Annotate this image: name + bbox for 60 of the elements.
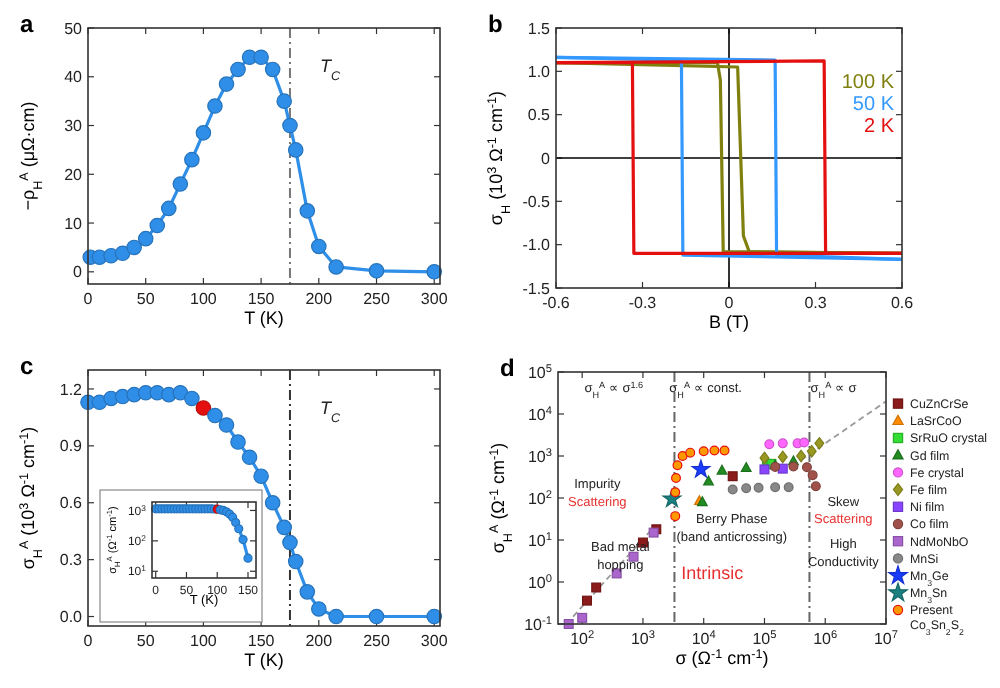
y-tick-label: 10$^{2}$ bbox=[527, 489, 552, 508]
series-label: 2 K bbox=[863, 116, 895, 138]
x-tick-label: 0.6 bbox=[890, 294, 915, 312]
x-tick-label: -0.3 bbox=[628, 294, 658, 312]
ref-line-label: T$_{C}$ bbox=[319, 56, 341, 83]
y-tick-label: 0 bbox=[541, 149, 552, 168]
x-tick-label: 100 bbox=[190, 290, 218, 308]
x-tick-label: 0 bbox=[724, 294, 735, 312]
y-tick-label: 0.5 bbox=[527, 106, 552, 125]
y-tick-label: 20 bbox=[64, 165, 84, 184]
x-tick-label: 10$^{4}$ bbox=[691, 630, 716, 648]
x-tick-label: 10$^{7}$ bbox=[873, 630, 899, 648]
y-tick-label: -0.5 bbox=[522, 192, 552, 211]
x-tick-label: 10$^{6}$ bbox=[813, 630, 838, 648]
y-tick-label: 1.2 bbox=[59, 380, 84, 399]
y-tick-label: -1.5 bbox=[522, 279, 552, 298]
x-tick-label: 0.3 bbox=[804, 294, 828, 312]
y-tick-label: 0.0 bbox=[59, 608, 84, 627]
y-tick-label: 10$^{5}$ bbox=[527, 363, 552, 382]
chart-title: d bbox=[500, 354, 515, 382]
x-tick-label: 10$^{2}$ bbox=[570, 630, 595, 648]
x-tick-label: 300 bbox=[420, 290, 449, 308]
text: 50 K bbox=[852, 94, 895, 116]
y-tick-label: 0.3 bbox=[59, 551, 84, 570]
y-tick-label: 50 bbox=[64, 19, 84, 38]
x-axis-title: B (T) bbox=[709, 312, 749, 332]
x-tick-label: 10$^{3}$ bbox=[630, 630, 655, 648]
x-tick-label: -0.6 bbox=[542, 294, 571, 312]
x-tick-label: 250 bbox=[363, 632, 391, 650]
x-tick-label: 200 bbox=[305, 290, 334, 308]
y-tick-label: 0.6 bbox=[59, 494, 84, 513]
y-tick-label: 10$^{1}$ bbox=[527, 531, 552, 550]
chart-title: c bbox=[20, 352, 34, 380]
x-tick-label: 150 bbox=[247, 632, 276, 650]
ref-line-label: T$_{C}$ bbox=[319, 398, 341, 425]
chart-title: a bbox=[20, 10, 34, 38]
y-tick-label: 1.5 bbox=[527, 19, 552, 38]
y-tick-label: 10$^{4}$ bbox=[527, 405, 552, 424]
x-tick-label: 300 bbox=[420, 632, 449, 650]
chart-title: b bbox=[488, 10, 503, 38]
x-tick-label: 250 bbox=[363, 290, 391, 308]
y-tick-label: 0 bbox=[73, 263, 84, 282]
y-tick-label: 40 bbox=[64, 68, 84, 87]
text: 100 K bbox=[841, 72, 895, 94]
x-tick-label: 200 bbox=[305, 632, 334, 650]
x-tick-label: 150 bbox=[247, 290, 276, 308]
y-tick-label: 10$^{-1}$ bbox=[524, 615, 552, 634]
y-tick-label: 10$^{0}$ bbox=[527, 573, 552, 592]
x-tick-label: 100 bbox=[190, 632, 218, 650]
x-tick-label: 10$^{5}$ bbox=[752, 630, 777, 648]
x-axis-title: σ (Ω$^{-1}$ cm$^{-1}$) bbox=[675, 647, 769, 668]
y-tick-label: -1.0 bbox=[522, 236, 552, 255]
annotation: Intrinsic bbox=[681, 562, 745, 583]
y-tick-label: 10$^{3}$ bbox=[527, 447, 552, 466]
y-tick-label: 30 bbox=[64, 117, 84, 136]
y-tick-label: 10 bbox=[64, 214, 84, 233]
x-axis-title: T (K) bbox=[244, 650, 284, 670]
y-tick-label: 0.9 bbox=[59, 437, 84, 456]
y-tick-label: 1.0 bbox=[527, 62, 552, 81]
x-axis-title: T (K) bbox=[244, 308, 284, 328]
